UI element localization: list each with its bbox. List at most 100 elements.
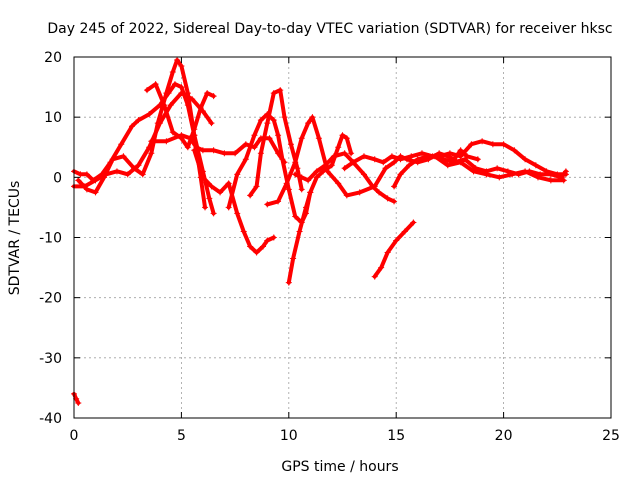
data-point — [509, 171, 516, 178]
data-point — [547, 177, 554, 184]
data-point — [135, 162, 142, 169]
y-tick-label: -10 — [39, 231, 62, 247]
data-point — [131, 165, 138, 172]
data-point — [257, 117, 264, 124]
data-point — [397, 156, 404, 163]
data-point — [113, 168, 120, 175]
grid — [74, 57, 611, 418]
data-point — [397, 171, 404, 178]
data-point — [260, 243, 267, 250]
data-point — [305, 177, 312, 184]
data-point — [225, 180, 232, 187]
data-point — [391, 183, 398, 190]
data-point — [210, 147, 217, 154]
data-point — [242, 156, 249, 163]
data-point — [360, 153, 367, 160]
data-point — [283, 180, 290, 187]
data-point — [240, 228, 247, 235]
series-pass-k — [285, 132, 355, 286]
y-tick-label: 20 — [44, 50, 62, 66]
data-point — [202, 204, 209, 211]
data-point — [139, 171, 146, 178]
data-point — [163, 90, 170, 97]
data-point — [360, 171, 367, 178]
data-point — [217, 189, 224, 196]
data-point — [330, 153, 337, 160]
data-point — [77, 171, 84, 178]
data-point — [393, 237, 400, 244]
data-point — [109, 156, 116, 163]
data-point — [167, 102, 174, 109]
data-point — [178, 63, 185, 70]
data-point — [290, 255, 297, 262]
series-pass-f — [148, 132, 288, 166]
series-layer — [71, 57, 569, 406]
data-point — [208, 183, 215, 190]
data-point — [204, 90, 211, 97]
data-point — [339, 132, 346, 139]
data-point — [401, 228, 408, 235]
data-point — [191, 126, 198, 133]
data-point — [315, 135, 322, 142]
data-point — [253, 249, 260, 256]
data-point — [322, 162, 329, 169]
data-point — [457, 153, 464, 160]
data-point — [489, 141, 496, 148]
data-point — [378, 264, 385, 271]
y-axis-label: SDTVAR / TECUs — [7, 181, 23, 296]
data-point — [350, 159, 357, 166]
data-point — [174, 57, 181, 64]
series-pass-p — [418, 153, 567, 184]
data-point — [221, 150, 228, 157]
y-tick-label: -20 — [39, 291, 62, 307]
data-point — [186, 135, 193, 142]
data-point — [511, 147, 518, 154]
data-point — [171, 81, 178, 88]
data-point — [264, 237, 271, 244]
data-point — [257, 150, 264, 157]
data-point — [294, 165, 301, 172]
data-point — [464, 153, 471, 160]
data-point — [266, 135, 273, 142]
data-point — [118, 141, 125, 148]
data-point — [270, 117, 277, 124]
data-point — [500, 141, 507, 148]
data-point — [281, 114, 288, 121]
data-point — [562, 171, 569, 178]
data-point — [560, 177, 567, 184]
data-point — [356, 189, 363, 196]
data-point — [309, 114, 316, 121]
data-point — [341, 165, 348, 172]
data-point — [210, 93, 217, 100]
series-pass-d — [75, 57, 209, 211]
data-point — [382, 165, 389, 172]
data-point — [376, 189, 383, 196]
data-point — [298, 186, 305, 193]
data-point — [184, 144, 191, 151]
data-point — [371, 273, 378, 280]
data-point — [285, 279, 292, 286]
data-point — [124, 171, 131, 178]
data-point — [287, 141, 294, 148]
data-point — [302, 204, 309, 211]
data-point — [335, 180, 342, 187]
data-point — [446, 150, 453, 157]
data-point — [128, 123, 135, 130]
y-tick-label: -30 — [39, 351, 62, 367]
series-pass-l — [292, 150, 398, 205]
data-point — [406, 162, 413, 169]
series-pass-n — [371, 219, 417, 280]
data-point — [534, 174, 541, 181]
data-point — [135, 117, 142, 124]
data-point — [101, 174, 108, 181]
data-point — [225, 204, 232, 211]
data-point — [457, 147, 464, 154]
data-point — [494, 165, 501, 172]
data-point — [341, 150, 348, 157]
data-point — [298, 135, 305, 142]
data-point — [496, 174, 503, 181]
data-point — [320, 168, 327, 175]
x-tick-label: 15 — [387, 428, 405, 444]
data-point — [146, 111, 153, 118]
x-tick-label: 20 — [495, 428, 513, 444]
